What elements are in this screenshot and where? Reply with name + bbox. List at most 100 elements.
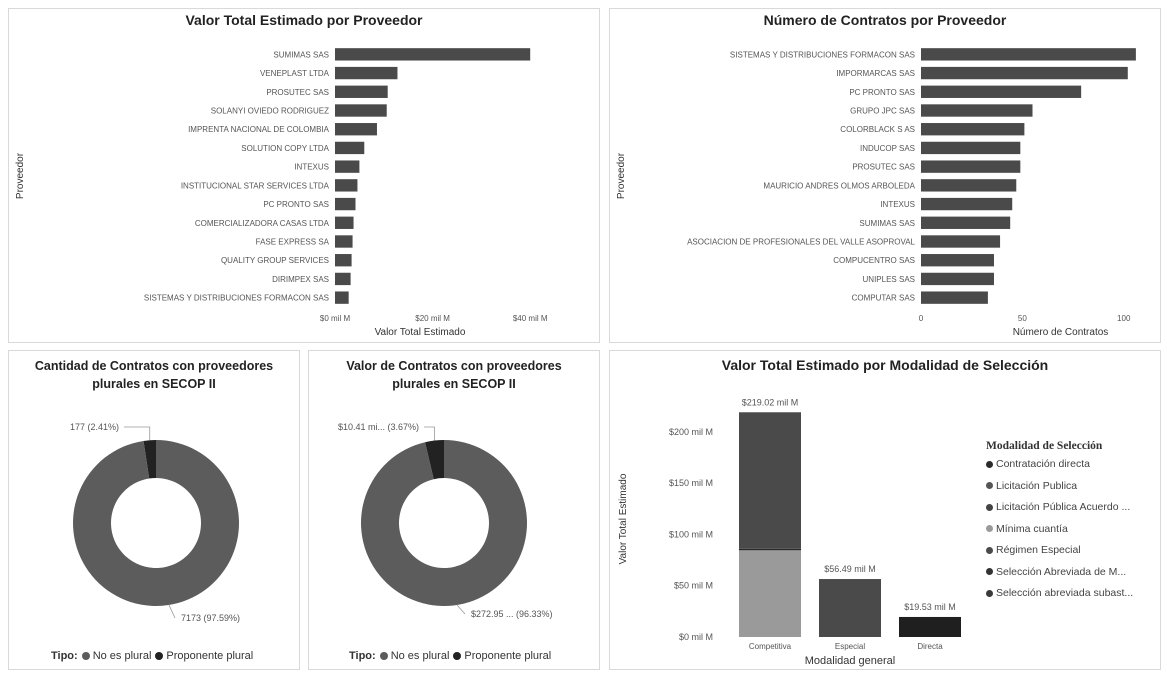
- slice-label: 177 (2.41%): [70, 422, 119, 432]
- category-label: COMPUTAR SAS: [852, 294, 915, 303]
- bar-segment: [739, 412, 801, 549]
- bar: [335, 104, 387, 117]
- category-label: SUMIMAS SAS: [859, 219, 915, 228]
- bar: [335, 235, 353, 248]
- bar-segment: [739, 550, 801, 637]
- legend-item-seleccion-abreviada: Selección Abreviada de M...: [986, 566, 1133, 588]
- category-label: SISTEMAS Y DISTRIBUCIONES FORMACON SAS: [144, 294, 329, 303]
- modalidad-legend: Modalidad de Selección Contratación dire…: [986, 440, 1133, 609]
- bar: [921, 235, 1001, 248]
- bar-segment: [739, 548, 801, 551]
- category-label: MAURICIO ANDRES OLMOS ARBOLEDA: [763, 181, 915, 190]
- y-tick-label: $0 mil M: [679, 632, 713, 642]
- bar: [921, 104, 1033, 117]
- legend-dot-icon: [986, 568, 993, 576]
- panel-valor-proveedor: Valor Total Estimado por Proveedor $0 mi…: [8, 8, 600, 343]
- slice-label: $272.95 ... (96.33%): [471, 609, 553, 619]
- category-label: COMERCIALIZADORA CASAS LTDA: [195, 219, 330, 228]
- leader-line: [168, 604, 176, 619]
- stacked-bar-chart-modalidad: $0 mil M $50 mil M $100 mil M $150 mil M $20…: [618, 397, 961, 667]
- donut-chart-cantidad: 177 (2.41%) 7173 (97.59%): [70, 422, 240, 623]
- panel-valor-modalidad: Valor Total Estimado por Modalidad de Se…: [609, 350, 1161, 670]
- chart-title: Número de Contratos por Proveedor: [763, 12, 1007, 28]
- chart-title: Valor Total Estimado por Proveedor: [185, 12, 423, 28]
- legend-item-contratacion-directa: Contratación directa: [986, 458, 1133, 480]
- category-label: IMPRENTA NACIONAL DE COLOMBIA: [188, 125, 330, 134]
- panel-cantidad-plurales: Cantidad de Contratos con proveedores pl…: [8, 350, 300, 670]
- legend-item-licitacion-publica: Licitación Publica: [986, 480, 1133, 502]
- bar: [921, 179, 1017, 192]
- chart-title: Valor Total Estimado por Modalidad de Se…: [721, 357, 1049, 373]
- x-tick-label: $20 mil M: [415, 314, 450, 323]
- total-label: $56.49 mil M: [824, 564, 876, 574]
- legend-dot-icon: [379, 652, 388, 661]
- y-tick-label: $150 mil M: [669, 478, 713, 488]
- chart-title: Cantidad de Contratos con proveedores pl…: [34, 359, 274, 391]
- category-label: VENEPLAST LTDA: [260, 69, 330, 78]
- bar-chart-valor-proveedor: $0 mil M $20 mil M $40 mil M SUMIMAS SAS VEN…: [15, 48, 548, 338]
- bar-segment: [899, 616, 961, 637]
- category-label: Especial: [835, 642, 865, 651]
- legend-item: Proponente plural: [166, 650, 254, 662]
- bar: [921, 216, 1011, 229]
- legend-item: Proponente plural: [464, 650, 552, 662]
- legend-dot-icon: [155, 652, 164, 661]
- bar: [335, 160, 360, 173]
- x-tick-label: $40 mil M: [513, 314, 548, 323]
- bar: [335, 179, 358, 192]
- category-label: PC PRONTO SAS: [849, 88, 915, 97]
- bar: [335, 272, 351, 286]
- category-label: INDUCOP SAS: [860, 144, 915, 153]
- legend-dot-icon: [986, 546, 993, 554]
- donut-slice: [143, 440, 156, 479]
- y-axis-label: Proveedor: [15, 152, 26, 199]
- donut-legend: Tipo: No es plural Proponente plural: [349, 650, 551, 662]
- legend-dot-icon: [81, 652, 90, 661]
- panel-numero-proveedor: Número de Contratos por Proveedor 0 50 100…: [609, 8, 1161, 343]
- panel-valor-plurales: Valor de Contratos con proveedores plura…: [308, 350, 600, 670]
- legend-dot-icon: [453, 652, 462, 661]
- legend-title: Tipo:: [51, 650, 78, 662]
- bar: [335, 216, 354, 229]
- x-tick-label: 50: [1018, 314, 1027, 323]
- category-label: COLORBLACK S AS: [840, 125, 915, 134]
- legend-dot-icon: [986, 525, 993, 533]
- category-label: COMPUCENTRO SAS: [833, 256, 915, 265]
- bar: [921, 141, 1021, 155]
- category-label: GRUPO JPC SAS: [850, 107, 915, 116]
- donut-slice: [361, 440, 527, 606]
- legend-item-seleccion-subasta: Selección abreviada subast...: [986, 587, 1133, 609]
- bar: [335, 66, 398, 80]
- x-tick-label: 100: [1117, 314, 1131, 323]
- category-label: PROSUTEC SAS: [266, 88, 329, 97]
- bar: [921, 123, 1025, 136]
- x-tick-label: $0 mil M: [320, 314, 351, 323]
- legend-item-licitacion-acuerdo: Licitación Pública Acuerdo ...: [986, 501, 1133, 523]
- legend-item-minima-cuantia: Mínima cuantía: [986, 523, 1133, 545]
- category-label: ASOCIACION DE PROFESIONALES DEL VALLE AS…: [687, 238, 915, 247]
- category-label: QUALITY GROUP SERVICES: [221, 256, 329, 265]
- y-tick-label: $200 mil M: [669, 427, 713, 437]
- legend-dot-icon: [986, 460, 993, 468]
- slice-label: 7173 (97.59%): [181, 613, 240, 623]
- category-label: Competitiva: [749, 642, 792, 651]
- category-label: UNIPLES SAS: [863, 275, 915, 284]
- bar: [335, 123, 377, 136]
- donut-legend: Tipo: No es plural Proponente plural: [51, 650, 253, 662]
- bar: [921, 254, 994, 267]
- category-label: PROSUTEC SAS: [852, 163, 915, 172]
- legend-dot-icon: [986, 589, 993, 597]
- leader-line: [124, 426, 151, 441]
- chart-title: Valor de Contratos con proveedores plura…: [346, 359, 562, 391]
- bar-chart-numero-proveedor: 0 50 100 SISTEMAS Y DISTRIBUCIONES FORMACON…: [616, 48, 1136, 338]
- bar: [921, 48, 1136, 61]
- donut-slice: [73, 440, 240, 606]
- bar: [921, 66, 1128, 80]
- y-tick-label: $50 mil M: [674, 581, 713, 591]
- total-label: $219.02 mil M: [742, 397, 799, 407]
- category-label: Directa: [917, 642, 943, 651]
- bar: [335, 291, 349, 304]
- category-label: INTEXUS: [294, 163, 329, 172]
- y-tick-label: $100 mil M: [669, 529, 713, 539]
- bar: [335, 85, 388, 98]
